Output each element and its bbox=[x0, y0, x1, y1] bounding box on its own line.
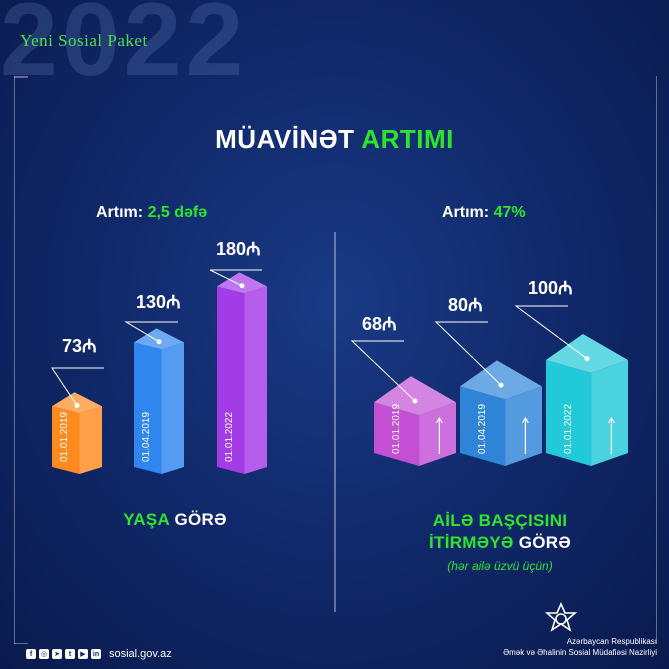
right-chart-label: AİLƏ BAŞÇISINI İTİRMƏYƏ GÖRƏ bbox=[380, 510, 620, 554]
bar-top-face bbox=[134, 328, 184, 350]
bar-right-face bbox=[591, 360, 628, 466]
bar-right-face bbox=[161, 342, 184, 474]
bar-left-face bbox=[374, 402, 420, 466]
telegram-icon[interactable]: ➤ bbox=[52, 649, 62, 659]
bar-top-face bbox=[374, 376, 456, 416]
bar-top-face bbox=[217, 272, 267, 294]
growth-left: Artım: 2,5 dəfə bbox=[96, 204, 207, 222]
bar-leader-line bbox=[350, 340, 416, 402]
bar-date-label: 01.01.2019 bbox=[391, 404, 402, 454]
arrow-up-icon bbox=[521, 416, 529, 454]
arrow-up-icon bbox=[435, 416, 443, 454]
growth-left-label: Artım: bbox=[96, 204, 144, 221]
growth-right-value: 47% bbox=[493, 204, 526, 221]
left-chart-label: YAŞA GÖRƏ bbox=[60, 510, 290, 530]
bar-value-label: 80₼ bbox=[448, 295, 483, 315]
bar-leader-line bbox=[434, 321, 502, 386]
title-part-white: MÜAVİNƏT bbox=[215, 124, 355, 154]
bar-date-label: 01.04.2019 bbox=[477, 404, 488, 454]
year-watermark: 2022 bbox=[0, 0, 248, 98]
bar-left-face bbox=[134, 342, 162, 474]
right-label-line1: AİLƏ BAŞÇISINI bbox=[432, 511, 568, 530]
bar-left-face bbox=[52, 406, 80, 474]
growth-right: Artım: 47% bbox=[442, 204, 526, 222]
bar-value-label: 68₼ bbox=[362, 314, 397, 334]
ministry-logo-icon bbox=[544, 602, 578, 632]
bar-value-label: 73₼ bbox=[62, 336, 97, 356]
bar-value-label: 100₼ bbox=[528, 278, 573, 298]
per-member-note: (hər ailə üzvü üçün) bbox=[447, 559, 553, 573]
twitter-icon[interactable]: t bbox=[65, 649, 75, 659]
footer-links: f ◎ ➤ t ▶ in sosial.gov.az bbox=[26, 648, 172, 660]
bar-left-face bbox=[546, 360, 592, 466]
left-label-green: YAŞA bbox=[123, 510, 170, 529]
ministry-line1: Azərbaycan Respublikası bbox=[566, 637, 657, 646]
bar-left-face bbox=[460, 386, 506, 466]
bar-date-label: 01.01.2022 bbox=[224, 412, 235, 462]
center-divider bbox=[334, 232, 336, 612]
ministry-line2: Əmək və Əhalinin Sosial Müdafiəsi Nazirl… bbox=[503, 647, 657, 657]
linkedin-icon[interactable]: in bbox=[91, 649, 101, 659]
content-frame bbox=[13, 76, 657, 644]
right-label-line2-green: İTİRMƏYƏ bbox=[428, 533, 514, 553]
ministry-name: Azərbaycan Respublikası Əmək və Əhalinin… bbox=[503, 637, 657, 659]
right-label-line2-white: GÖRƏ bbox=[518, 533, 571, 553]
bar-right-face bbox=[419, 402, 456, 466]
bar-right-face bbox=[79, 406, 102, 474]
title-part-green: ARTIMI bbox=[361, 124, 454, 154]
bar-right-face bbox=[244, 286, 267, 474]
bar-value-label: 180₼ bbox=[216, 239, 261, 259]
bar-value-label: 130₼ bbox=[136, 292, 181, 312]
growth-right-label: Artım: bbox=[442, 204, 490, 221]
bar-leader-line bbox=[514, 305, 588, 360]
page-title: MÜAVİNƏT ARTIMI bbox=[0, 124, 669, 155]
growth-left-value: 2,5 dəfə bbox=[147, 204, 208, 221]
bar-date-label: 01.04.2019 bbox=[141, 412, 152, 462]
bar-left-face bbox=[217, 286, 245, 474]
bar-leader-line bbox=[51, 367, 104, 406]
left-label-white: GÖRƏ bbox=[174, 510, 227, 529]
bar-leader-line bbox=[124, 321, 178, 343]
youtube-icon[interactable]: ▶ bbox=[78, 649, 88, 659]
arrow-up-icon bbox=[607, 416, 615, 454]
bar-leader-line bbox=[209, 269, 262, 287]
bar-top-face bbox=[460, 360, 542, 400]
bar-right-face bbox=[505, 386, 542, 466]
bar-date-label: 01.01.2022 bbox=[563, 404, 574, 454]
instagram-icon[interactable]: ◎ bbox=[39, 649, 49, 659]
right-label-line2: İTİRMƏYƏ GÖRƏ bbox=[380, 532, 620, 554]
website-link[interactable]: sosial.gov.az bbox=[109, 648, 172, 660]
bar-date-label: 01.01.2019 bbox=[59, 412, 70, 462]
bar-top-face bbox=[546, 334, 628, 373]
brand-title: Yeni Sosial Paket bbox=[20, 31, 148, 50]
bar-top-face bbox=[52, 392, 102, 414]
facebook-icon[interactable]: f bbox=[26, 649, 36, 659]
